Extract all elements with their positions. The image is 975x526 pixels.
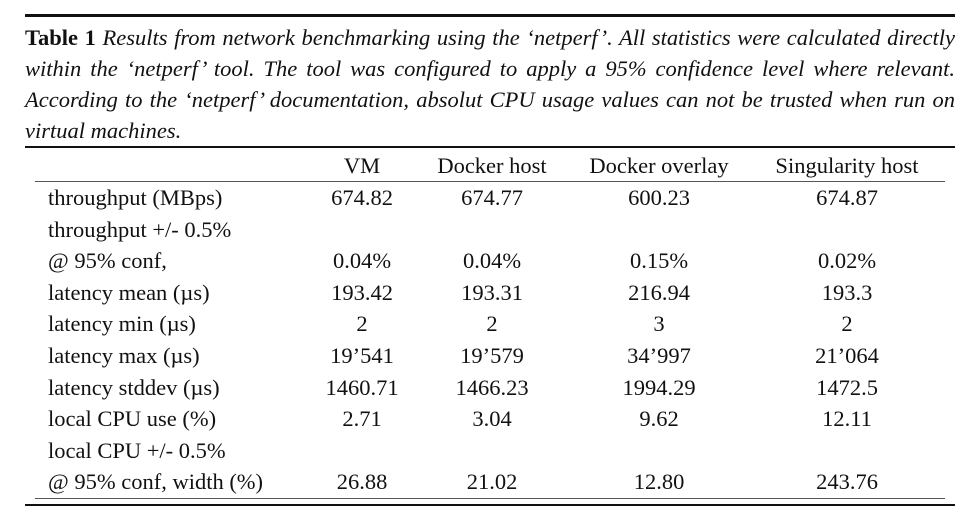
table-cell: 0.04% xyxy=(462,248,522,274)
table-cell: 193.3 xyxy=(821,279,873,305)
table-cell: 674.82 xyxy=(331,185,393,210)
table-cell: 674.77 xyxy=(461,185,523,210)
column-header: VM xyxy=(343,153,381,178)
table-cell: 34’997 xyxy=(627,343,691,368)
table-cell: 0.02% xyxy=(817,248,877,274)
table-row: @ 95% conf, 0.04% 0.04% 0.15% 0.02% xyxy=(0,245,975,276)
table-cell: 2 xyxy=(356,311,368,337)
table-cell: 2 xyxy=(486,311,498,337)
caption-text: Results from network benchmarking using … xyxy=(25,25,956,143)
table-cell: 21.02 xyxy=(466,469,518,495)
table-cell: 193.42 xyxy=(331,279,393,305)
row-label: latency stddev (µs) xyxy=(48,374,220,400)
row-label: latency mean (µs) xyxy=(48,279,210,305)
table-caption: Table 1 Results from network benchmarkin… xyxy=(25,22,955,146)
table-row: latency mean (µs) 193.42 193.31 216.94 193.3 xyxy=(0,277,975,308)
table-row: latency min (µs) 2 2 3 2 xyxy=(0,308,975,339)
row-label: throughput (MBps) xyxy=(48,185,223,210)
table-cell: 21’064 xyxy=(815,343,879,368)
table-cell: 2 xyxy=(841,311,853,337)
table-row: latency max (µs) 19’541 19’579 34’997 21’064 xyxy=(0,340,975,371)
caption-rule xyxy=(25,146,955,148)
table-cell: 26.88 xyxy=(336,469,388,495)
table-row: local CPU use (%) 2.71 3.04 9.62 12.11 xyxy=(0,403,975,434)
table-cell: 193.31 xyxy=(461,279,523,305)
table-row: latency stddev (µs) 1460.71 1466.23 1994.29… xyxy=(0,372,975,403)
table-cell: 19’579 xyxy=(460,343,524,368)
table-cell: 12.80 xyxy=(633,469,685,495)
table-row: throughput (MBps) 674.82 674.77 600.23 674.8… xyxy=(0,182,975,213)
header-rule xyxy=(35,181,945,182)
table-cell: 216.94 xyxy=(628,279,690,305)
table-cell: 0.04% xyxy=(332,248,392,274)
row-label: throughput +/- 0.5% xyxy=(48,216,232,242)
top-rule xyxy=(25,14,955,17)
table-cell: 12.11 xyxy=(822,406,872,432)
row-label: local CPU +/- 0.5% xyxy=(48,437,226,463)
table-cell: 19’541 xyxy=(330,343,394,368)
bottom-rule xyxy=(25,504,955,506)
table-cell: 3.04 xyxy=(472,406,512,432)
column-header: Docker host xyxy=(437,153,547,178)
table-cell: 1472.5 xyxy=(816,374,878,400)
bottom-thin-rule xyxy=(35,498,945,499)
table-row: @ 95% conf, width (%) 26.88 21.02 12.80 243.… xyxy=(0,466,975,497)
table-cell: 243.76 xyxy=(816,469,878,495)
table-cell: 1466.23 xyxy=(455,374,529,400)
column-header: Singularity host xyxy=(775,153,919,178)
column-header: Docker overlay xyxy=(589,153,729,178)
row-label: @ 95% conf, width (%) xyxy=(48,469,264,495)
table-cell: 674.87 xyxy=(816,185,878,210)
table-cell: 3 xyxy=(653,311,665,337)
row-label: latency min (µs) xyxy=(48,311,196,337)
row-label: @ 95% conf, xyxy=(48,248,167,274)
table-cell: 600.23 xyxy=(628,185,690,210)
row-label: local CPU use (%) xyxy=(48,406,217,432)
row-label: latency max (µs) xyxy=(48,343,200,368)
table-row: local CPU +/- 0.5% xyxy=(0,435,975,466)
caption-label: Table 1 xyxy=(25,25,96,50)
table-row: throughput +/- 0.5% xyxy=(0,214,975,245)
table-cell: 2.71 xyxy=(342,406,382,432)
header-row: VM Docker host Docker overlay Singularity h… xyxy=(0,150,975,181)
table-cell: 0.15% xyxy=(629,248,689,274)
table-cell: 1994.29 xyxy=(622,374,696,400)
table-cell: 1460.71 xyxy=(325,374,399,400)
table-cell: 9.62 xyxy=(639,406,679,432)
